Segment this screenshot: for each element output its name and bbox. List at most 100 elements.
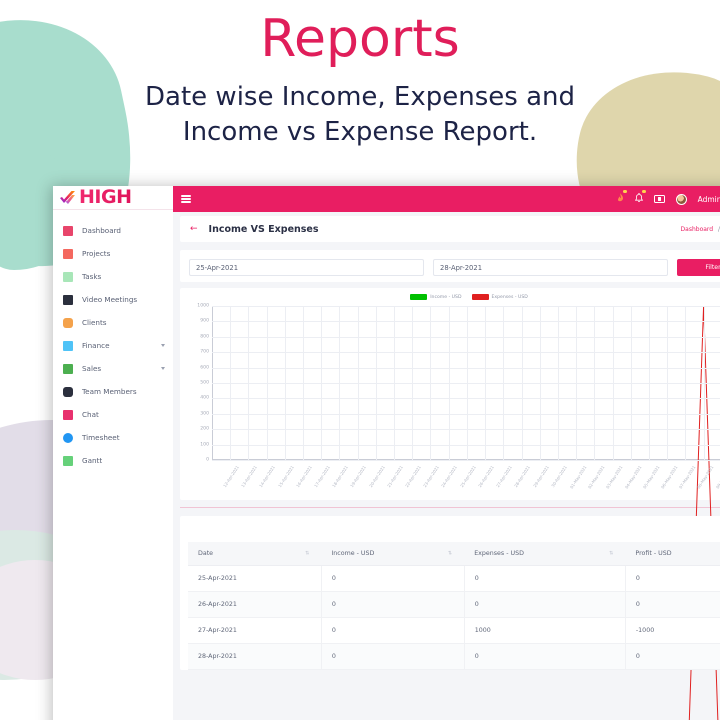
filter-button[interactable]: Filter xyxy=(677,259,720,276)
grid-line-vertical xyxy=(248,306,250,460)
grid-line-vertical xyxy=(375,306,377,460)
user-name-label: Admin Tony xyxy=(697,194,720,204)
legend-label: Expenses - USD xyxy=(491,294,528,300)
grid-line-vertical xyxy=(521,306,523,460)
bell-icon[interactable] xyxy=(634,189,646,206)
breadcrumb-dashboard[interactable]: Dashboard xyxy=(680,225,714,233)
sidebar-item-label: Finance xyxy=(82,341,110,350)
table-row[interactable]: 27-Apr-2021 0 1000 -1000 xyxy=(188,617,720,644)
table-row[interactable]: 26-Apr-2021 0 0 0 xyxy=(188,591,720,618)
sort-icon[interactable]: ⇅ xyxy=(448,550,453,556)
column-header-expenses[interactable]: Expenses - USD ⇅ xyxy=(464,542,626,566)
page-title: Reports xyxy=(260,9,460,69)
clock-icon xyxy=(63,432,73,443)
y-axis-tick-label: 300 xyxy=(200,411,209,417)
grid-line-vertical xyxy=(648,306,650,460)
legend-swatch-expenses xyxy=(471,294,489,300)
y-axis-tick-label: 700 xyxy=(200,349,209,355)
table-cell: 25-Apr-2021 xyxy=(188,565,322,592)
grid-line-vertical xyxy=(394,306,396,460)
hamburger-icon[interactable] xyxy=(181,195,191,203)
sidebar-item-sales[interactable]: Sales xyxy=(53,357,173,380)
notification-badge xyxy=(642,189,646,193)
income-vs-expenses-chart: 0 100 200 300 400 500 600 700 800 900 1000 12-Apr-2… xyxy=(188,302,720,498)
table-cell: 28-Apr-2021 xyxy=(188,643,322,670)
table-cell: 0 xyxy=(321,617,465,644)
sidebar-item-clients[interactable]: Clients xyxy=(53,311,173,334)
legend-item-income[interactable]: Income - USD xyxy=(410,294,462,300)
sidebar-item-label: Clients xyxy=(82,318,107,327)
sidebar-item-timesheet[interactable]: Timesheet xyxy=(53,426,173,449)
chat-bubble-icon xyxy=(63,409,73,420)
section-divider xyxy=(180,507,720,508)
y-axis-tick-label: 600 xyxy=(200,365,209,371)
start-date-input[interactable] xyxy=(189,259,424,276)
cart-icon xyxy=(63,363,73,374)
grid-line-horizontal xyxy=(212,352,720,354)
grid-line-vertical xyxy=(612,306,614,460)
flame-icon[interactable] xyxy=(617,189,627,206)
table-row[interactable]: 28-Apr-2021 0 0 0 xyxy=(188,643,720,670)
logo-text: HIGH xyxy=(79,186,132,208)
grid-line-horizontal xyxy=(212,460,720,461)
sort-icon[interactable]: ⇅ xyxy=(305,550,310,556)
grid-line-vertical xyxy=(485,306,487,460)
table-body: 25-Apr-2021 0 0 0 26-Apr-2021 0 0 0 27-Apr-2021 0… xyxy=(188,565,720,670)
home-icon xyxy=(63,225,73,236)
column-header-income[interactable]: Income - USD ⇅ xyxy=(321,542,465,566)
sidebar-item-finance[interactable]: Finance xyxy=(53,334,173,357)
column-header-date[interactable]: Date ⇅ xyxy=(188,542,322,566)
sidebar-item-tasks[interactable]: Tasks xyxy=(53,265,173,288)
sidebar-item-dashboard[interactable]: Dashboard xyxy=(53,219,173,242)
sidebar-item-label: Timesheet xyxy=(82,433,120,442)
grid-line-vertical xyxy=(284,306,286,460)
chevron-down-icon[interactable] xyxy=(161,344,165,347)
language-flag-icon[interactable] xyxy=(653,195,665,203)
grid-line-vertical xyxy=(412,306,414,460)
topbar-actions: Admin Tony ▾ xyxy=(617,189,720,206)
column-label: Income - USD xyxy=(331,550,375,557)
end-date-input[interactable] xyxy=(433,259,668,276)
grid-line-horizontal xyxy=(212,413,720,415)
checklist-icon xyxy=(63,271,73,282)
table-cell: -1000 xyxy=(625,617,720,644)
grid-line-vertical xyxy=(539,306,541,460)
sidebar-item-label: Gantt xyxy=(82,456,103,465)
breadcrumb-separator: / xyxy=(718,225,720,233)
sidebar-item-video-meetings[interactable]: Video Meetings xyxy=(53,288,173,311)
y-axis-tick-label: 100 xyxy=(200,442,209,448)
arrow-left-icon[interactable]: ← xyxy=(190,224,198,234)
column-header-profit[interactable]: Profit - USD ⇅ xyxy=(625,542,720,566)
grid-line-vertical xyxy=(321,306,323,460)
notification-badge xyxy=(623,189,627,193)
sidebar-item-team-members[interactable]: Team Members xyxy=(53,380,173,403)
poster-header: Reports Date wise Income, Expenses and I… xyxy=(0,8,720,151)
app-window: HIGH Dashboard Projects Tasks Video Meet… xyxy=(53,186,720,720)
report-title: Income VS Expenses xyxy=(208,223,319,235)
table-cell: 0 xyxy=(625,643,720,670)
credit-card-icon xyxy=(63,340,73,351)
gantt-bars-icon xyxy=(63,455,73,466)
table-cell: 1000 xyxy=(464,617,626,644)
filter-card: Filter xyxy=(180,250,720,282)
chevron-down-icon[interactable] xyxy=(161,367,165,370)
users-icon xyxy=(63,386,73,397)
avatar[interactable] xyxy=(675,193,687,205)
x-axis-line xyxy=(212,459,720,460)
sidebar-item-chat[interactable]: Chat xyxy=(53,403,173,426)
filter-row: Filter xyxy=(189,259,720,276)
table-row[interactable]: 25-Apr-2021 0 0 0 xyxy=(188,565,720,592)
legend-item-expenses[interactable]: Expenses - USD xyxy=(471,294,528,300)
grid-line-vertical xyxy=(557,306,559,460)
sidebar-item-projects[interactable]: Projects xyxy=(53,242,173,265)
grid-line-vertical xyxy=(594,306,596,460)
sort-icon[interactable]: ⇅ xyxy=(609,550,614,556)
sidebar-item-label: Video Meetings xyxy=(82,295,138,304)
column-label: Expenses - USD xyxy=(474,550,524,557)
table-cell: 0 xyxy=(464,565,626,592)
sidebar-item-gantt[interactable]: Gantt xyxy=(53,449,173,472)
sidebar-item-label: Tasks xyxy=(82,272,102,281)
export-row: ⬇ xyxy=(188,523,720,542)
sidebar-menu: Dashboard Projects Tasks Video Meetings … xyxy=(53,210,173,472)
brand-logo[interactable]: HIGH xyxy=(53,186,173,210)
